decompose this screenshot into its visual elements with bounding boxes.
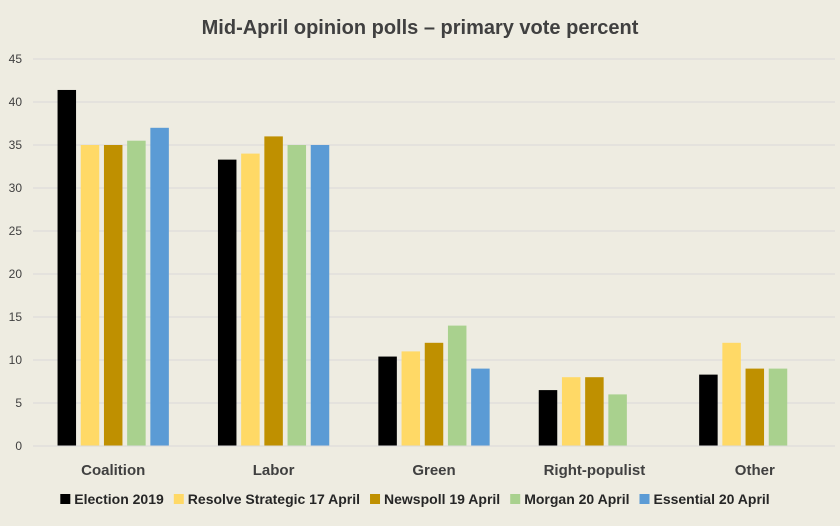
- bar-other-series-1: [722, 342, 741, 446]
- bar-labor-series-0: [217, 159, 237, 446]
- bar-coalition-series-4: [150, 127, 169, 447]
- y-tick-label: 25: [9, 224, 23, 238]
- bar-coalition-series-3: [127, 140, 146, 446]
- y-tick-label: 0: [15, 439, 22, 453]
- legend-label-4: Essential 20 April: [653, 491, 769, 507]
- bar-green-series-3: [447, 325, 467, 446]
- bar-green-series-4: [471, 368, 490, 446]
- bar-other-series-3: [768, 368, 788, 446]
- legend-swatch-4: [639, 494, 650, 504]
- x-category-label: Green: [412, 462, 455, 479]
- bar-green-series-0: [378, 356, 397, 446]
- bar-green-series-2: [424, 342, 444, 446]
- legend-swatch-3: [510, 494, 521, 504]
- legend: Election 2019 Resolve Strategic 17 April N…: [60, 491, 770, 507]
- bar-labor-series-1: [241, 153, 260, 446]
- x-category-label: Other: [735, 462, 775, 479]
- legend-label-2: Newspoll 19 April: [384, 491, 500, 507]
- legend-label-1: Resolve Strategic 17 April: [188, 491, 360, 507]
- y-tick-label: 15: [9, 310, 23, 324]
- bar-right-populist-series-1: [561, 377, 581, 446]
- x-category-label: Labor: [253, 462, 295, 479]
- y-tick-label: 40: [9, 95, 23, 109]
- bar-green-series-1: [401, 351, 421, 446]
- y-tick-label: 30: [9, 181, 23, 195]
- legend-label-3: Morgan 20 April: [524, 491, 629, 507]
- bar-other-series-0: [699, 374, 718, 446]
- legend-swatch-2: [370, 494, 381, 504]
- y-axis-ticks: 0 5 10 15 20 25 30 35 40 45: [9, 52, 23, 453]
- bar-labor-series-4: [310, 145, 330, 446]
- bar-labor-series-3: [287, 145, 307, 446]
- bar-coalition-series-0: [57, 89, 77, 447]
- x-axis-categories: Coalition Labor Green Right-populist Other: [81, 462, 775, 479]
- bar-other-series-2: [745, 368, 765, 446]
- y-tick-label: 20: [9, 267, 23, 281]
- bar-labor-series-2: [264, 136, 283, 446]
- legend-swatch-0: [60, 494, 71, 504]
- bars: [57, 89, 788, 447]
- legend-swatch-1: [173, 494, 184, 504]
- y-tick-label: 35: [9, 138, 23, 152]
- bar-right-populist-series-3: [608, 394, 627, 446]
- legend-label-0: Election 2019: [74, 491, 164, 507]
- y-tick-label: 5: [15, 396, 22, 410]
- y-tick-label: 45: [9, 52, 23, 66]
- bar-right-populist-series-2: [585, 377, 604, 446]
- bar-right-populist-series-0: [538, 390, 558, 446]
- bar-coalition-series-1: [80, 145, 100, 446]
- chart-title: Mid-April opinion polls – primary vote p…: [202, 17, 639, 39]
- x-category-label: Coalition: [81, 462, 145, 479]
- bar-coalition-series-2: [103, 145, 123, 446]
- y-tick-label: 10: [9, 353, 23, 367]
- x-category-label: Right-populist: [544, 462, 646, 479]
